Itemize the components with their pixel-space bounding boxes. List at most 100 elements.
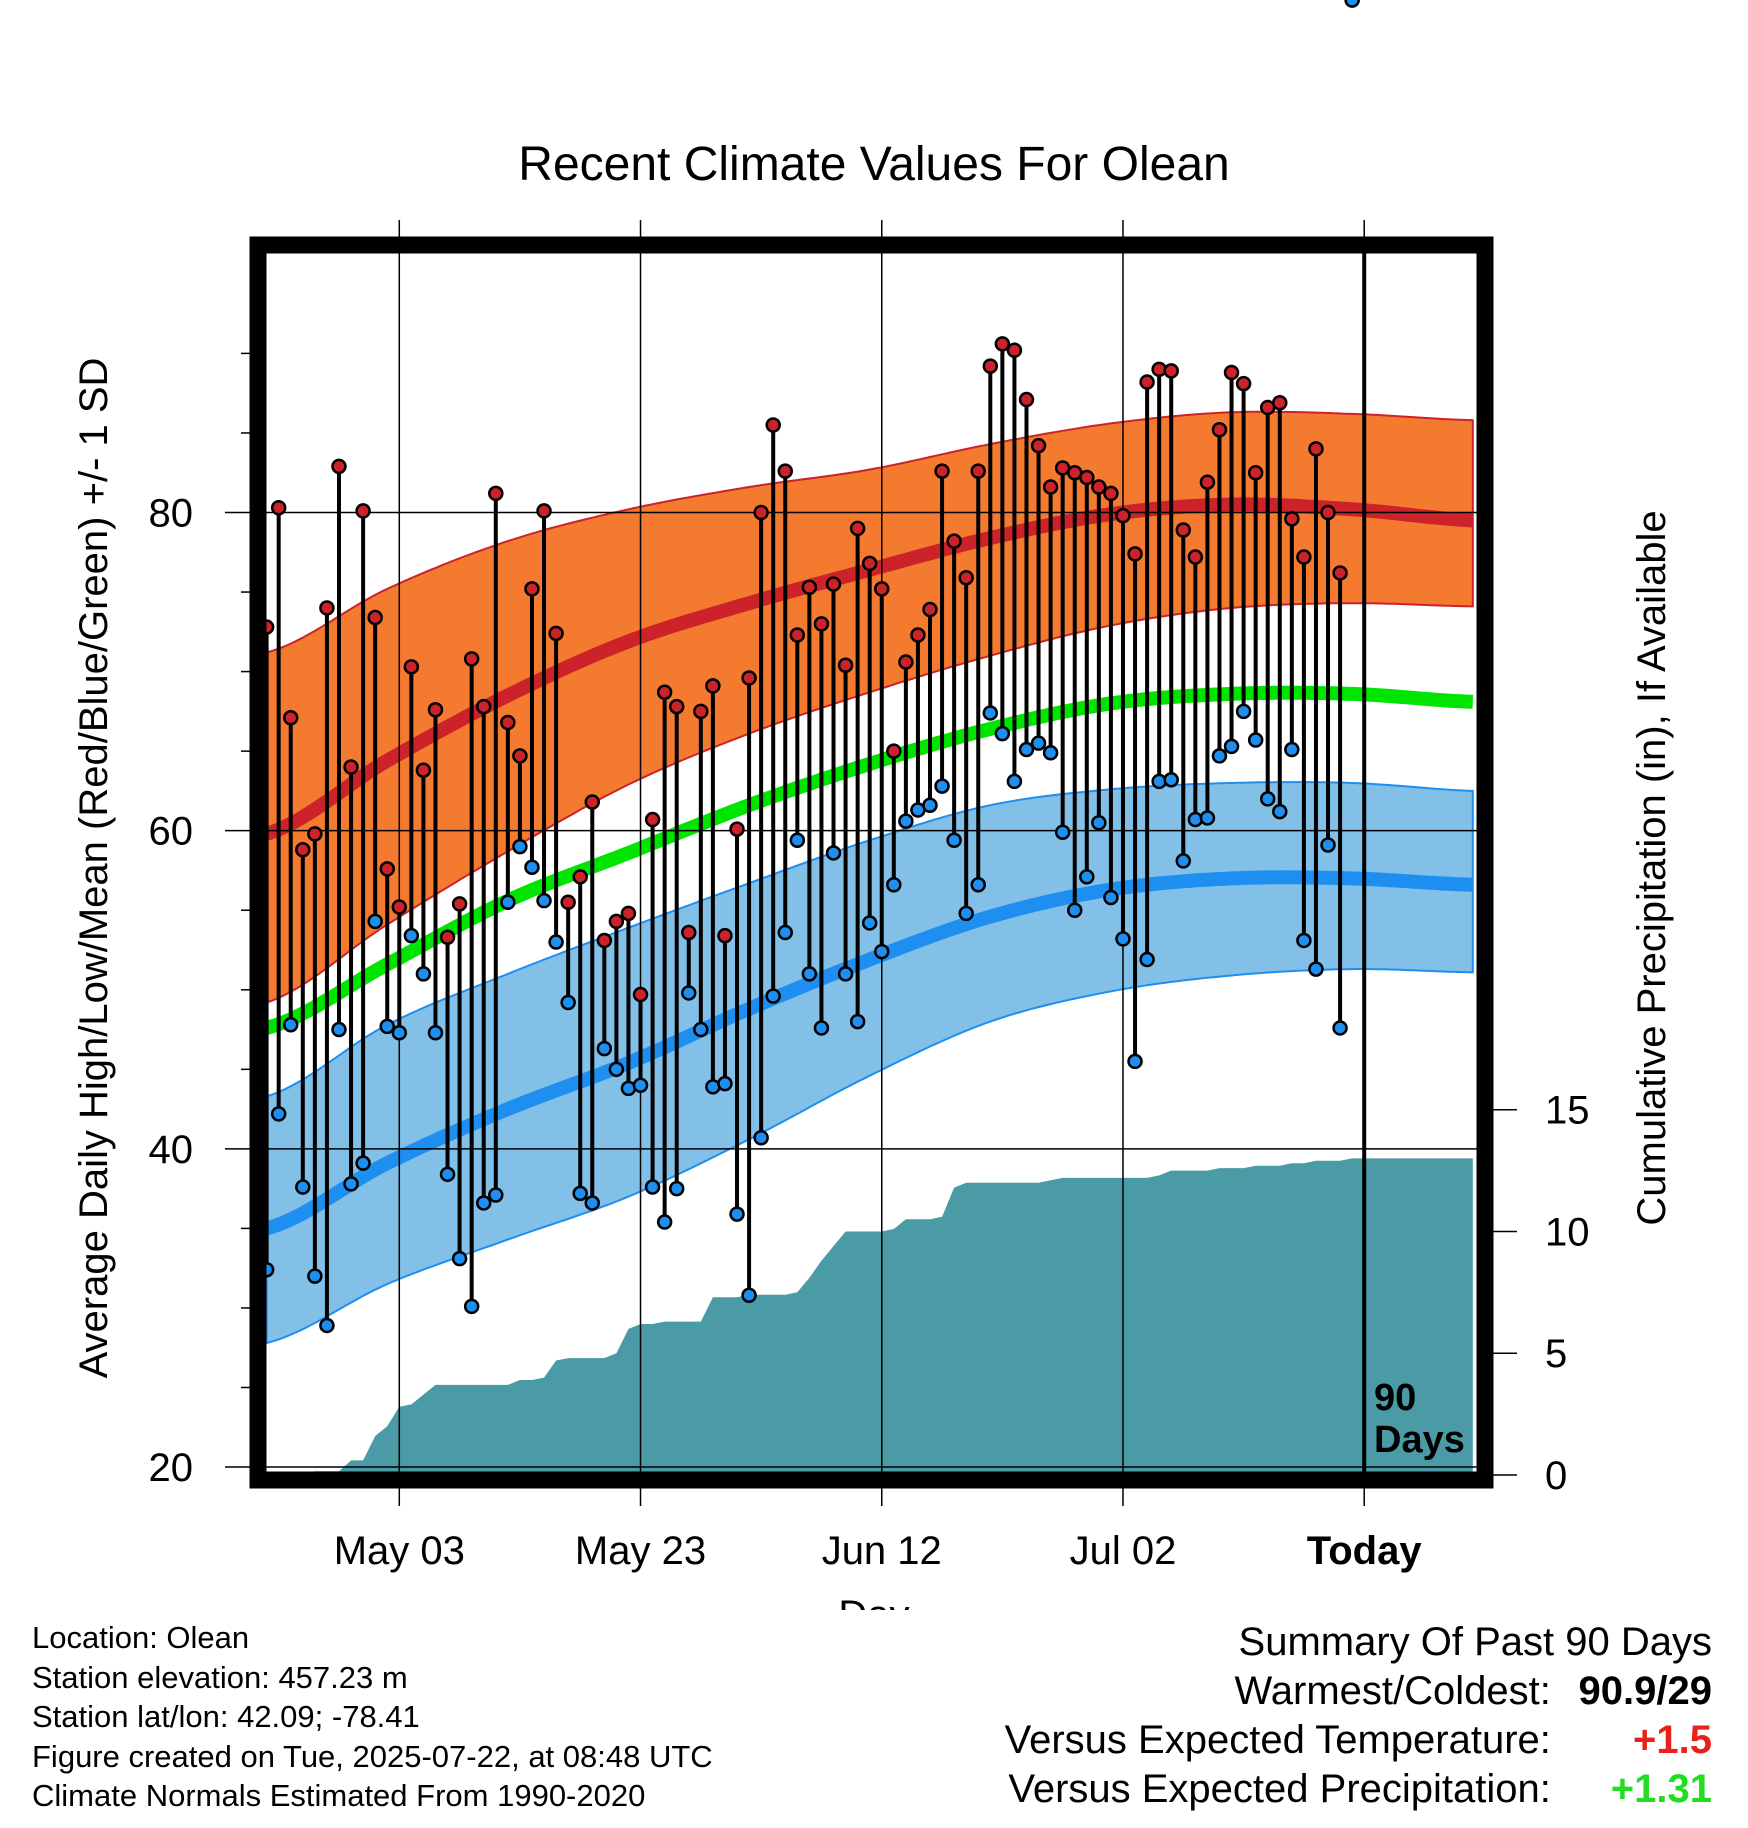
low-point — [801, 966, 818, 982]
low-point — [584, 1195, 601, 1211]
high-point — [451, 896, 468, 912]
low-point — [391, 1024, 408, 1041]
high-point — [1247, 464, 1264, 481]
low-point — [1054, 824, 1071, 841]
high-point — [1199, 474, 1216, 491]
low-point — [1018, 741, 1035, 758]
low-point — [849, 1013, 866, 1030]
low-point — [1344, 0, 1360, 8]
left-tick-label: 60 — [149, 810, 194, 854]
high-point — [1175, 522, 1192, 538]
high-point — [898, 654, 914, 670]
low-point — [898, 813, 914, 829]
low-point — [1296, 932, 1312, 949]
high-point — [668, 698, 685, 715]
low-point — [1163, 772, 1179, 788]
low-point — [813, 1020, 830, 1036]
right-tick-label: 5 — [1545, 1332, 1567, 1376]
warmest-label: Warmest/Coldest: — [1234, 1669, 1551, 1713]
summary-heading: Summary Of Past 90 Days — [1238, 1620, 1712, 1664]
x-axis-label: Day — [838, 1593, 909, 1610]
high-point — [1127, 546, 1143, 562]
low-point — [861, 915, 878, 931]
high-point — [391, 899, 408, 915]
precip-label: Versus Expected Precipitation: — [1008, 1767, 1551, 1811]
low-point — [765, 988, 781, 1004]
high-point — [270, 499, 287, 516]
high-point — [343, 759, 359, 775]
high-point — [1320, 504, 1336, 521]
high-point — [367, 609, 383, 626]
low-point — [379, 1018, 395, 1035]
high-point — [1079, 469, 1095, 486]
low-point — [548, 934, 564, 950]
high-point — [958, 569, 974, 586]
low-point — [886, 877, 902, 893]
high-point — [970, 463, 986, 479]
low-point — [717, 1075, 733, 1092]
high-point — [1042, 479, 1059, 495]
low-point — [270, 1106, 287, 1122]
grid-lines — [263, 250, 1480, 1475]
high-point — [488, 485, 504, 502]
high-point — [910, 627, 926, 643]
high-point — [886, 743, 902, 759]
low-point — [451, 1250, 468, 1267]
low-point — [463, 1298, 480, 1315]
temp-value: +1.5 — [1633, 1718, 1712, 1762]
left-tick-label: 20 — [149, 1446, 194, 1490]
x-tick-label: May 03 — [334, 1529, 465, 1573]
low-point — [319, 1317, 335, 1334]
high-point — [632, 986, 649, 1003]
low-point — [295, 1179, 311, 1195]
low-point — [946, 832, 962, 848]
low-point — [681, 985, 697, 1001]
high-point — [644, 811, 661, 828]
high-point — [1332, 565, 1348, 581]
x-tick-label: Jul 02 — [1070, 1529, 1177, 1573]
low-point — [331, 1021, 347, 1038]
low-point — [1139, 951, 1155, 968]
high-point — [825, 576, 842, 592]
high-point — [1284, 511, 1300, 527]
low-point — [958, 905, 974, 922]
observations — [258, 0, 1360, 1334]
high-point — [427, 702, 444, 718]
low-point — [307, 1268, 323, 1284]
latlon-text: Station lat/lon: 42.09; -78.41 — [32, 1699, 420, 1734]
high-point — [463, 651, 480, 667]
high-point — [1211, 422, 1228, 438]
high-point — [403, 659, 420, 675]
precip-row: Versus Expected Precipitation: +1.31 — [1005, 1765, 1712, 1814]
high-point — [319, 600, 335, 616]
low-point — [524, 859, 540, 876]
high-point — [282, 709, 299, 726]
high-point — [1272, 394, 1288, 411]
low-point — [355, 1155, 371, 1171]
high-point — [1030, 437, 1047, 454]
normals-text: Climate Normals Estimated From 1990-2020 — [32, 1778, 646, 1813]
high-point — [415, 762, 432, 778]
y-axis-right-label: Cumulative Precipitation (in), If Availa… — [1630, 510, 1674, 1225]
high-point — [1223, 364, 1240, 381]
precip-area — [266, 1158, 1473, 1475]
x-tick-label: Jun 12 — [822, 1529, 942, 1573]
low-point — [1127, 1053, 1143, 1070]
high-point — [1091, 479, 1107, 495]
low-point — [1175, 853, 1192, 869]
low-point — [1066, 902, 1083, 918]
high-point — [1018, 391, 1035, 408]
high-point — [946, 533, 962, 549]
low-point — [475, 1195, 492, 1211]
high-point — [439, 929, 456, 946]
low-point — [415, 966, 432, 982]
right-tick-label: 15 — [1545, 1089, 1590, 1133]
left-tick-label: 40 — [149, 1128, 194, 1172]
low-point — [922, 797, 938, 813]
high-point — [1006, 342, 1023, 358]
high-point — [379, 861, 395, 877]
temp-row: Versus Expected Temperature: +1.5 — [1005, 1716, 1712, 1765]
plot-frame — [249, 236, 1494, 1489]
low-point — [536, 892, 552, 909]
low-point — [367, 913, 383, 930]
